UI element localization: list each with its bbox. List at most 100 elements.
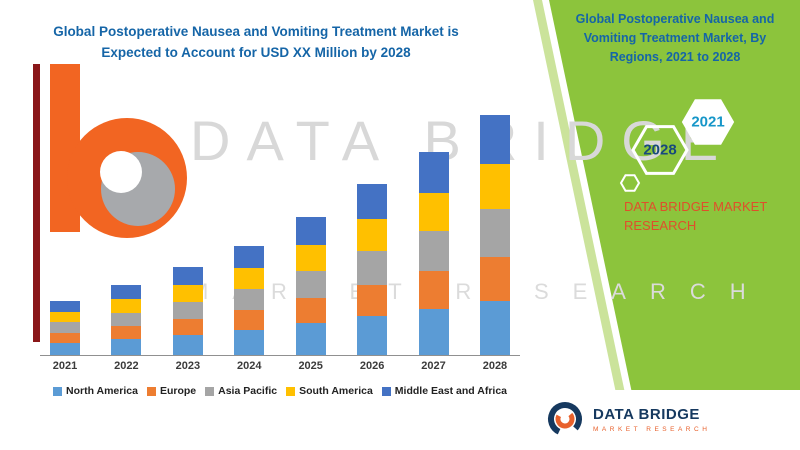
bar-segment-middle-east-and-africa — [111, 284, 142, 300]
bar-segment-south-america — [50, 311, 80, 323]
green-panel — [549, 0, 800, 450]
legend-item: Asia Pacific — [205, 385, 277, 397]
bar-segment-europe — [111, 326, 142, 340]
x-axis-label: 2024 — [237, 360, 262, 372]
legend-item: North America — [52, 385, 138, 397]
databridge-logo: DATA BRIDGE MARKET RESEARCH — [545, 399, 710, 439]
legend-item: Europe — [146, 385, 197, 397]
bar-segment-europe — [234, 310, 265, 331]
bar-2023 — [172, 267, 203, 355]
bar-segment-south-america — [234, 268, 265, 289]
legend-label: South America — [299, 385, 373, 397]
bar-segment-asia-pacific — [418, 230, 449, 272]
bar-2026 — [357, 184, 388, 355]
watermark-line2: MARKET RESEARCH — [190, 279, 770, 304]
bar-segment-middle-east-and-africa — [50, 300, 80, 312]
bar-2028 — [479, 115, 510, 355]
plot-area — [40, 80, 520, 356]
x-axis-label: 2023 — [175, 360, 201, 372]
bar-segment-asia-pacific — [111, 312, 142, 327]
bar-segment-asia-pacific — [50, 322, 80, 334]
hexagon-small — [619, 174, 641, 192]
bar-segment-south-america — [479, 164, 510, 209]
databridge-logo-name: DATA BRIDGE — [593, 405, 700, 423]
bar-2021 — [50, 300, 80, 355]
bar-segment-north-america — [295, 323, 326, 355]
legend-item: South America — [286, 385, 373, 397]
legend-item: Middle East and Africa — [381, 385, 508, 397]
databridge-logo-text: DATA BRIDGE MARKET RESEARCH — [593, 406, 710, 433]
bar-segment-north-america — [172, 335, 203, 355]
hexagon-2021 — [681, 99, 735, 145]
bar-segment-middle-east-and-africa — [418, 151, 449, 194]
legend-swatch — [146, 386, 156, 396]
red-accent-bar — [33, 64, 40, 342]
bar-segment-middle-east-and-africa — [479, 115, 510, 165]
databridge-b-logo-watermark — [50, 64, 187, 238]
x-axis-label: 2022 — [114, 360, 139, 372]
legend-label: Europe — [159, 385, 197, 397]
bar-segment-asia-pacific — [234, 288, 265, 311]
legend-label: North America — [65, 385, 138, 397]
bar-segment-europe — [50, 333, 80, 343]
bar-2025 — [295, 217, 326, 355]
x-axis-label: 2026 — [359, 360, 385, 372]
hexagon-years: 2021 2028 — [619, 99, 735, 192]
bar-segment-middle-east-and-africa — [172, 267, 203, 286]
bar-segment-asia-pacific — [357, 250, 388, 285]
bar-segment-north-america — [234, 330, 265, 355]
hexagon-2028 — [631, 125, 689, 175]
legend-swatch — [52, 386, 62, 396]
bar-segment-asia-pacific — [479, 208, 510, 257]
bar-segment-europe — [357, 284, 388, 316]
brand-line1: DATA BRIDGE MARKET — [624, 199, 768, 214]
bar-segment-asia-pacific — [172, 301, 203, 320]
chart-title-line2: Expected to Account for USD XX Million b… — [101, 44, 411, 60]
legend-swatch — [205, 386, 215, 396]
bar-segment-europe — [295, 298, 326, 324]
bar-segment-europe — [172, 319, 203, 335]
legend-label: Asia Pacific — [218, 385, 278, 397]
bar-segment-south-america — [357, 219, 388, 251]
x-axis-labels: 2021 2022 2023 2024 2025 2026 2027 2028 — [40, 360, 520, 372]
legend-swatch — [381, 386, 391, 396]
bar-segment-south-america — [418, 193, 449, 231]
footer-white-band — [527, 390, 800, 450]
bar-segment-north-america — [479, 300, 510, 355]
side-panel-title: Global Postoperative Nausea and Vomiting… — [575, 12, 775, 64]
hexagon-year-2028: 2028 — [643, 142, 676, 159]
chart-title: Global Postoperative Nausea and Vomiting… — [32, 22, 480, 64]
bar-segment-europe — [479, 256, 510, 301]
bar-segment-middle-east-and-africa — [234, 245, 265, 269]
bar-segment-middle-east-and-africa — [295, 217, 326, 246]
bar-segment-north-america — [357, 316, 388, 355]
bar-2022 — [111, 284, 142, 355]
x-axis-label: 2027 — [421, 360, 446, 372]
bar-segment-north-america — [418, 308, 449, 355]
b-logo-swirl-white — [100, 151, 142, 193]
bar-2024 — [234, 245, 265, 355]
x-axis-label: 2021 — [52, 360, 78, 372]
side-panel-brand: DATA BRIDGE MARKET RESEARCH — [624, 198, 796, 236]
x-axis-label: 2025 — [298, 360, 323, 372]
bar-segment-asia-pacific — [295, 270, 326, 299]
x-axis-label: 2028 — [482, 360, 508, 372]
bar-segment-north-america — [111, 339, 142, 355]
chart-legend: North America Europe Asia Pacific South Ame… — [40, 385, 520, 397]
legend-swatch — [286, 386, 296, 396]
stacked-bar-chart: 2021 2022 2023 2024 2025 2026 2027 2028 North A… — [40, 80, 520, 397]
chart-title-line1: Global Postoperative Nausea and Vomiting… — [53, 24, 459, 39]
legend-label: Middle East and Africa — [394, 385, 508, 397]
bar-2027 — [418, 151, 449, 355]
watermark-line1: DATA BRIDGE — [190, 109, 735, 172]
bar-segment-south-america — [172, 285, 203, 302]
bar-segment-north-america — [50, 342, 80, 355]
bar-segment-south-america — [111, 299, 142, 313]
green-edge-stripe — [533, 0, 637, 450]
databridge-logo-icon — [548, 402, 582, 436]
bar-segment-south-america — [295, 245, 326, 271]
bar-segment-middle-east-and-africa — [357, 184, 388, 220]
watermark: DATA BRIDGE MARKET RESEARCH — [190, 108, 770, 305]
